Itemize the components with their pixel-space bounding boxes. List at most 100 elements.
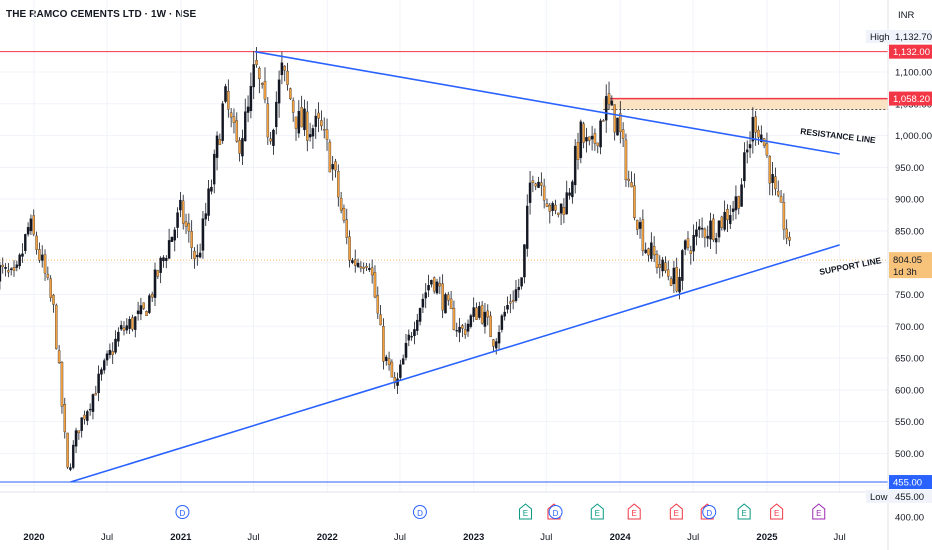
- candle-body: [1, 264, 4, 267]
- candle-body: [774, 176, 777, 190]
- candle-body: [382, 326, 385, 362]
- candle-body: [15, 264, 19, 268]
- y-tick-label: 600.00: [895, 385, 924, 396]
- y-tick-label: 700.00: [895, 322, 924, 333]
- candle-body: [170, 236, 174, 242]
- candle-body: [181, 200, 185, 224]
- candle-body: [548, 205, 552, 212]
- candle-body: [517, 286, 521, 291]
- candle-body: [621, 129, 625, 139]
- candle-body: [179, 199, 182, 211]
- candle-body: [134, 316, 137, 330]
- candle-body: [599, 120, 602, 148]
- event-badge: [812, 503, 826, 520]
- candle-body: [610, 100, 614, 106]
- plot-area[interactable]: RESISTANCE LINE SUPPORT LINE: [0, 0, 932, 517]
- candle-body: [393, 376, 396, 384]
- candle-body: [66, 432, 69, 468]
- candle-body: [500, 315, 504, 330]
- candle-body: [478, 306, 481, 318]
- candle-body: [785, 228, 788, 239]
- candle-body: [69, 467, 72, 470]
- candle-body: [542, 185, 546, 201]
- candle-body: [252, 64, 255, 88]
- candle-body: [432, 277, 436, 292]
- candle-body: [463, 329, 467, 335]
- candle-body: [624, 139, 628, 181]
- event-letter: D: [180, 509, 186, 518]
- candle-body: [246, 106, 250, 113]
- candle-body: [458, 326, 461, 333]
- candle-body: [593, 133, 597, 144]
- candle-body: [675, 267, 678, 292]
- candle-body: [652, 246, 656, 256]
- candle-body: [339, 197, 343, 211]
- candle-body: [644, 249, 647, 254]
- candle-body: [729, 215, 732, 224]
- x-tick-label: Jul: [247, 532, 259, 543]
- candle-body: [650, 242, 653, 259]
- candle-body: [489, 315, 492, 338]
- event-letter: E: [632, 509, 637, 518]
- candle-body: [142, 302, 145, 309]
- event-letter: E: [523, 509, 528, 518]
- candle-body: [306, 111, 309, 141]
- candle-body: [32, 215, 35, 235]
- candle-body: [159, 257, 162, 273]
- x-tick-label: Jul: [687, 532, 699, 543]
- candle-body: [689, 250, 693, 254]
- candle-body: [748, 144, 752, 149]
- candle-body: [348, 236, 351, 261]
- candle-body: [71, 444, 75, 468]
- candle-body: [370, 267, 374, 276]
- high-caption-bg: [866, 30, 932, 43]
- candle-body: [7, 270, 10, 273]
- candle-body: [111, 351, 114, 355]
- candle-body: [224, 86, 227, 102]
- candle-body: [139, 305, 143, 315]
- candle-body: [686, 238, 690, 248]
- candle-body: [430, 280, 433, 285]
- candle-body: [582, 123, 585, 143]
- candle-body: [184, 221, 188, 227]
- candle-body: [260, 83, 264, 85]
- candle-body: [537, 181, 540, 188]
- candle-body: [604, 96, 608, 121]
- candle-body: [227, 91, 230, 110]
- candle-body: [602, 120, 605, 122]
- candle-body: [331, 164, 334, 170]
- candle-body: [21, 253, 24, 257]
- candle-body: [751, 116, 755, 142]
- candle-body: [249, 86, 253, 112]
- candle-body: [241, 138, 244, 157]
- candle-body: [275, 101, 278, 128]
- y-tick-label: 400.00: [895, 513, 924, 524]
- candle-body: [145, 311, 148, 317]
- candle-body: [55, 304, 58, 350]
- candle-body: [588, 136, 591, 141]
- y-tick-label: 1,100.00: [895, 68, 932, 79]
- candle-body: [88, 408, 92, 411]
- candle-body: [540, 182, 543, 186]
- candle-body: [627, 178, 631, 181]
- candle-body: [105, 353, 109, 361]
- candle-body: [449, 298, 453, 310]
- candle-body: [712, 218, 715, 241]
- candle-body: [410, 336, 413, 338]
- candle-body: [768, 155, 772, 184]
- candle-body: [379, 314, 382, 326]
- candle-body: [745, 149, 749, 153]
- candle-body: [38, 249, 41, 261]
- candle-body: [94, 393, 98, 396]
- event-letter: E: [816, 509, 821, 518]
- candle-body: [726, 209, 729, 221]
- candle-body: [681, 250, 684, 281]
- candle-body: [258, 68, 261, 80]
- candle-body: [669, 278, 673, 286]
- event-badge: [737, 503, 751, 520]
- candle-body: [638, 222, 642, 229]
- event-badge: [770, 503, 784, 520]
- candle-body: [390, 361, 394, 378]
- candle-body: [165, 258, 168, 261]
